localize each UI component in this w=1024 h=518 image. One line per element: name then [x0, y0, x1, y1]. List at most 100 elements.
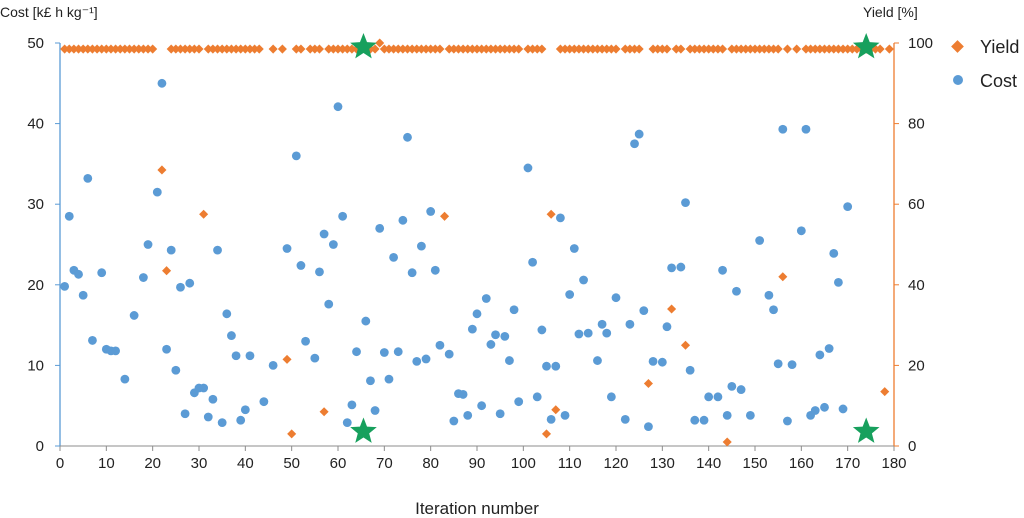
yield-point [166, 44, 176, 54]
cost-point [342, 418, 352, 428]
cost-point [217, 418, 227, 428]
cost-point [324, 299, 334, 309]
cost-point [83, 174, 93, 183]
cost-point [301, 336, 310, 346]
yield-point [319, 407, 329, 417]
right-y-tick-label: 60 [908, 196, 925, 213]
cost-point [384, 374, 394, 384]
cost-point [546, 415, 556, 424]
cost-point [166, 245, 176, 255]
yield-point [124, 44, 135, 54]
yield-point [101, 44, 111, 54]
yield-point [111, 44, 121, 54]
cost-point [736, 385, 746, 394]
cost-point [227, 331, 236, 340]
cost-point [764, 290, 774, 300]
yield-point [254, 44, 264, 54]
left-y-tick-label: 30 [27, 196, 44, 213]
cost-point [579, 275, 588, 285]
yield-point [435, 44, 445, 54]
yield-point [328, 44, 338, 54]
yield-point [597, 44, 607, 54]
cost-point [491, 330, 500, 340]
cost-point [361, 316, 371, 326]
cost-point [463, 410, 473, 420]
cost-point [639, 306, 649, 315]
cost-point [532, 392, 542, 402]
legend-cost-label: Cost [980, 71, 1017, 91]
plot-area: 0 10 20 30 40 50 60 70 80 90 100 110 120 130 140 150 160… [27, 33, 933, 472]
cost-point [569, 244, 579, 253]
cost-point [245, 351, 255, 361]
cost-point [820, 402, 829, 412]
yield-point [175, 44, 185, 54]
yield-point [60, 44, 70, 54]
x-tick-label: 140 [696, 455, 721, 472]
right-y-tick-label: 40 [908, 277, 925, 294]
yield-point [444, 44, 454, 54]
left-y-tick-label: 10 [27, 357, 44, 374]
yield-point [551, 405, 561, 415]
cost-point [407, 268, 417, 278]
cost-point [315, 267, 324, 277]
yield-point [157, 165, 167, 175]
yield-point [458, 44, 468, 54]
right-y-tick-label: 80 [908, 116, 925, 133]
yield-point [180, 44, 190, 54]
yield-point [472, 44, 482, 54]
yield-point [875, 44, 885, 54]
cost-point [366, 376, 375, 386]
yield-point [514, 44, 524, 54]
yield-point [120, 44, 130, 54]
yield-point [667, 304, 677, 314]
yield-point [634, 44, 644, 54]
cost-point [574, 329, 584, 339]
legend-item-cost: Cost [953, 71, 1017, 91]
cost-point [180, 409, 190, 419]
cost-point [745, 410, 755, 420]
yield-point [87, 44, 97, 54]
cost-point [347, 400, 357, 410]
cost-point [310, 353, 320, 363]
cost-point [60, 282, 70, 291]
x-tick-label: 150 [742, 455, 767, 472]
cost-point [505, 356, 514, 365]
cost-point [597, 319, 607, 329]
x-tick-label: 30 [191, 455, 208, 472]
yield-point [296, 44, 306, 54]
yield-point [83, 44, 93, 54]
right-y-tick-label: 100 [908, 35, 933, 52]
yield-point [138, 44, 148, 54]
yield-point [199, 209, 209, 219]
yield-point [389, 44, 399, 54]
cost-point [393, 347, 403, 357]
cost-point [486, 340, 496, 349]
cost-point [690, 415, 700, 425]
yield-point [463, 44, 473, 54]
cost-point [528, 257, 537, 267]
cost-point [458, 390, 468, 399]
yield-point [97, 44, 107, 54]
cost-point [120, 374, 130, 384]
cost-point [291, 151, 301, 161]
yield-point [310, 44, 320, 54]
yield-point [727, 44, 737, 54]
x-tick-label: 170 [835, 455, 860, 472]
cost-point [732, 286, 741, 296]
cost-point [834, 277, 843, 287]
yield-point [676, 44, 686, 54]
cost-point [657, 357, 667, 367]
cost-point [417, 241, 426, 251]
yield-point [407, 44, 417, 54]
cost-point [602, 328, 612, 338]
yield-point [314, 44, 324, 54]
cost-point [477, 401, 487, 411]
cost-point [565, 290, 575, 299]
yield-point [106, 44, 116, 54]
cost-point [139, 273, 148, 282]
optimum-cost-star [852, 417, 880, 443]
x-tick-label: 130 [650, 455, 675, 472]
cost-point [296, 261, 306, 270]
cost-point [625, 319, 635, 329]
